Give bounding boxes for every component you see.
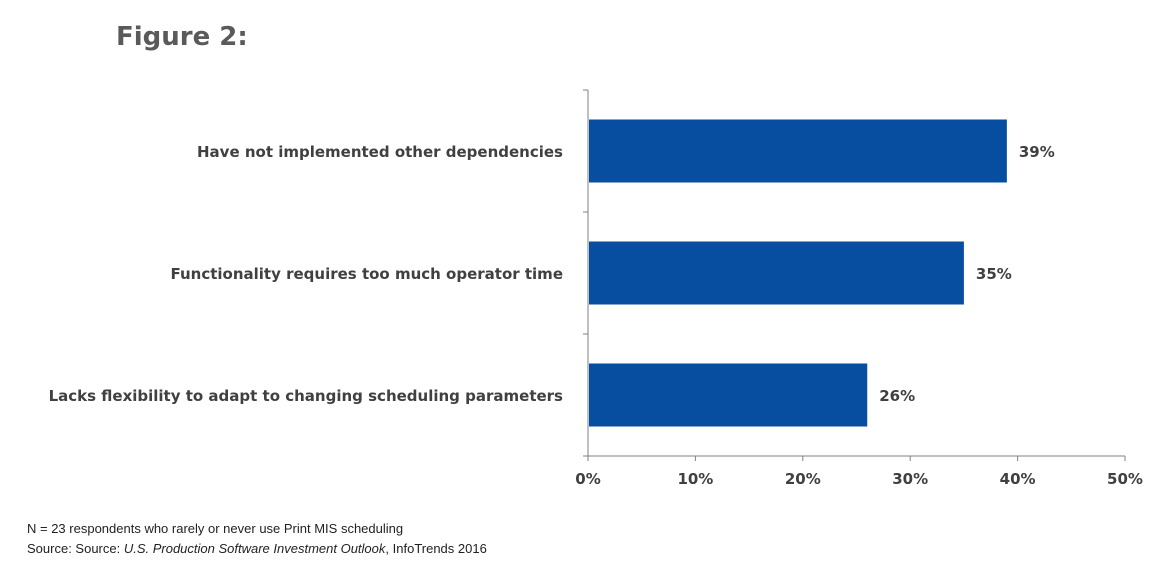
category-label: Have not implemented other dependencies — [197, 143, 563, 161]
figure-title: Figure 2: — [116, 22, 248, 52]
source-suffix: , InfoTrends 2016 — [385, 541, 487, 556]
bar — [589, 119, 1007, 183]
bar — [589, 363, 868, 427]
source-prefix: Source: Source: — [27, 541, 124, 556]
footnote-source: Source: Source: U.S. Production Software… — [27, 541, 487, 556]
source-title: U.S. Production Software Investment Outl… — [123, 541, 386, 556]
footnote-respondents: N = 23 respondents who rarely or never u… — [27, 521, 404, 536]
x-tick-label: 20% — [785, 470, 821, 488]
x-tick-label: 30% — [892, 470, 928, 488]
data-label: 35% — [976, 265, 1012, 283]
data-label: 39% — [1019, 143, 1055, 161]
x-tick-label: 50% — [1107, 470, 1143, 488]
x-tick-label: 40% — [1000, 470, 1036, 488]
data-label: 26% — [879, 387, 915, 405]
x-tick-label: 0% — [575, 470, 600, 488]
bar — [589, 241, 964, 305]
x-tick-label: 10% — [677, 470, 713, 488]
category-label: Lacks flexibility to adapt to changing s… — [49, 387, 563, 405]
category-label: Functionality requires too much operator… — [170, 265, 563, 283]
